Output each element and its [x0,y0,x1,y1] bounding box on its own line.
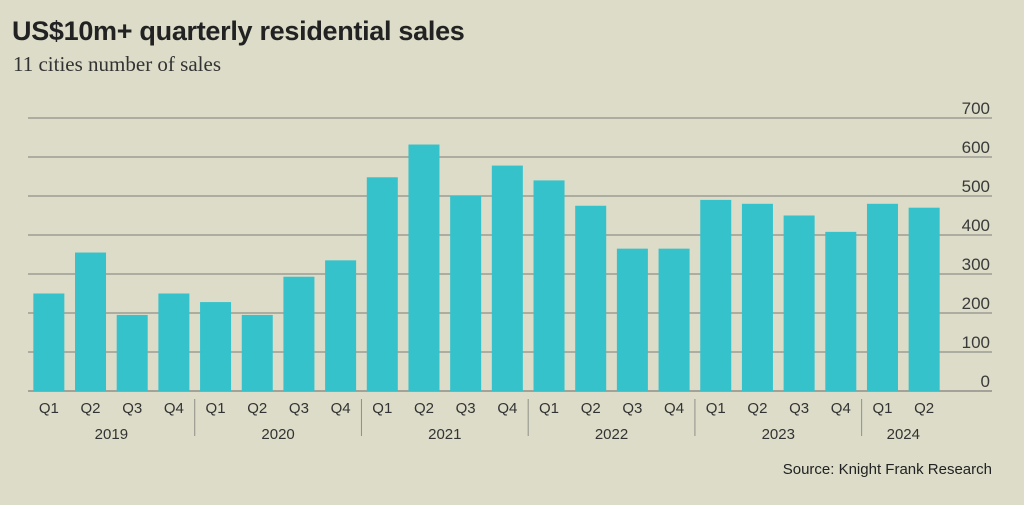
bar [158,293,190,391]
bar [75,252,107,391]
year-group-label: 2020 [261,426,294,443]
year-group-label: 2022 [595,426,628,443]
bar [241,314,273,391]
y-tick-label: 700 [962,99,990,118]
bar [491,165,523,391]
y-tick-label: 0 [981,372,990,391]
source-note: Source: Knight Frank Research [782,461,992,478]
bar [866,203,898,391]
x-tick-label: Q1 [372,400,392,417]
bar [408,144,440,391]
year-group-label: 2023 [762,426,795,443]
x-tick-label: Q3 [289,400,309,417]
x-tick-label: Q3 [456,400,476,417]
chart-subtitle: 11 cities number of sales [13,52,222,76]
x-tick-label: Q2 [247,400,267,417]
x-tick-label: Q4 [164,400,184,417]
bar [700,199,732,391]
x-tick-label: Q1 [872,400,892,417]
y-tick-label: 100 [962,333,990,352]
y-tick-label: 400 [962,216,990,235]
x-tick-label: Q4 [331,400,351,417]
bar [908,207,940,391]
y-tick-label: 500 [962,177,990,196]
y-tick-label: 300 [962,255,990,274]
bar [33,293,65,391]
x-tick-label: Q4 [497,400,517,417]
bar [200,302,232,391]
chart-title: US$10m+ quarterly residential sales [12,16,465,46]
bar [283,276,315,391]
x-tick-label: Q2 [747,400,767,417]
bar [450,196,482,391]
x-tick-label: Q1 [706,400,726,417]
bar [325,260,357,391]
bar [616,248,648,391]
x-tick-label: Q3 [789,400,809,417]
bar [658,248,690,391]
x-tick-label: Q1 [206,400,226,417]
year-group-label: 2019 [95,426,128,443]
x-tick-label: Q2 [414,400,434,417]
bar [825,231,857,391]
bar [783,215,815,391]
y-tick-label: 200 [962,294,990,313]
x-tick-label: Q3 [122,400,142,417]
x-tick-label: Q4 [664,400,684,417]
x-tick-label: Q1 [39,400,59,417]
bar [575,205,607,391]
bar [116,314,148,391]
x-tick-label: Q3 [622,400,642,417]
bar [741,203,773,391]
x-tick-label: Q2 [81,400,101,417]
bar [533,180,565,391]
year-group-label: 2024 [887,426,920,443]
x-tick-label: Q4 [831,400,851,417]
bar [366,177,398,391]
x-tick-label: Q2 [914,400,934,417]
year-group-label: 2021 [428,426,461,443]
y-tick-label: 600 [962,138,990,157]
x-tick-label: Q1 [539,400,559,417]
x-tick-label: Q2 [581,400,601,417]
